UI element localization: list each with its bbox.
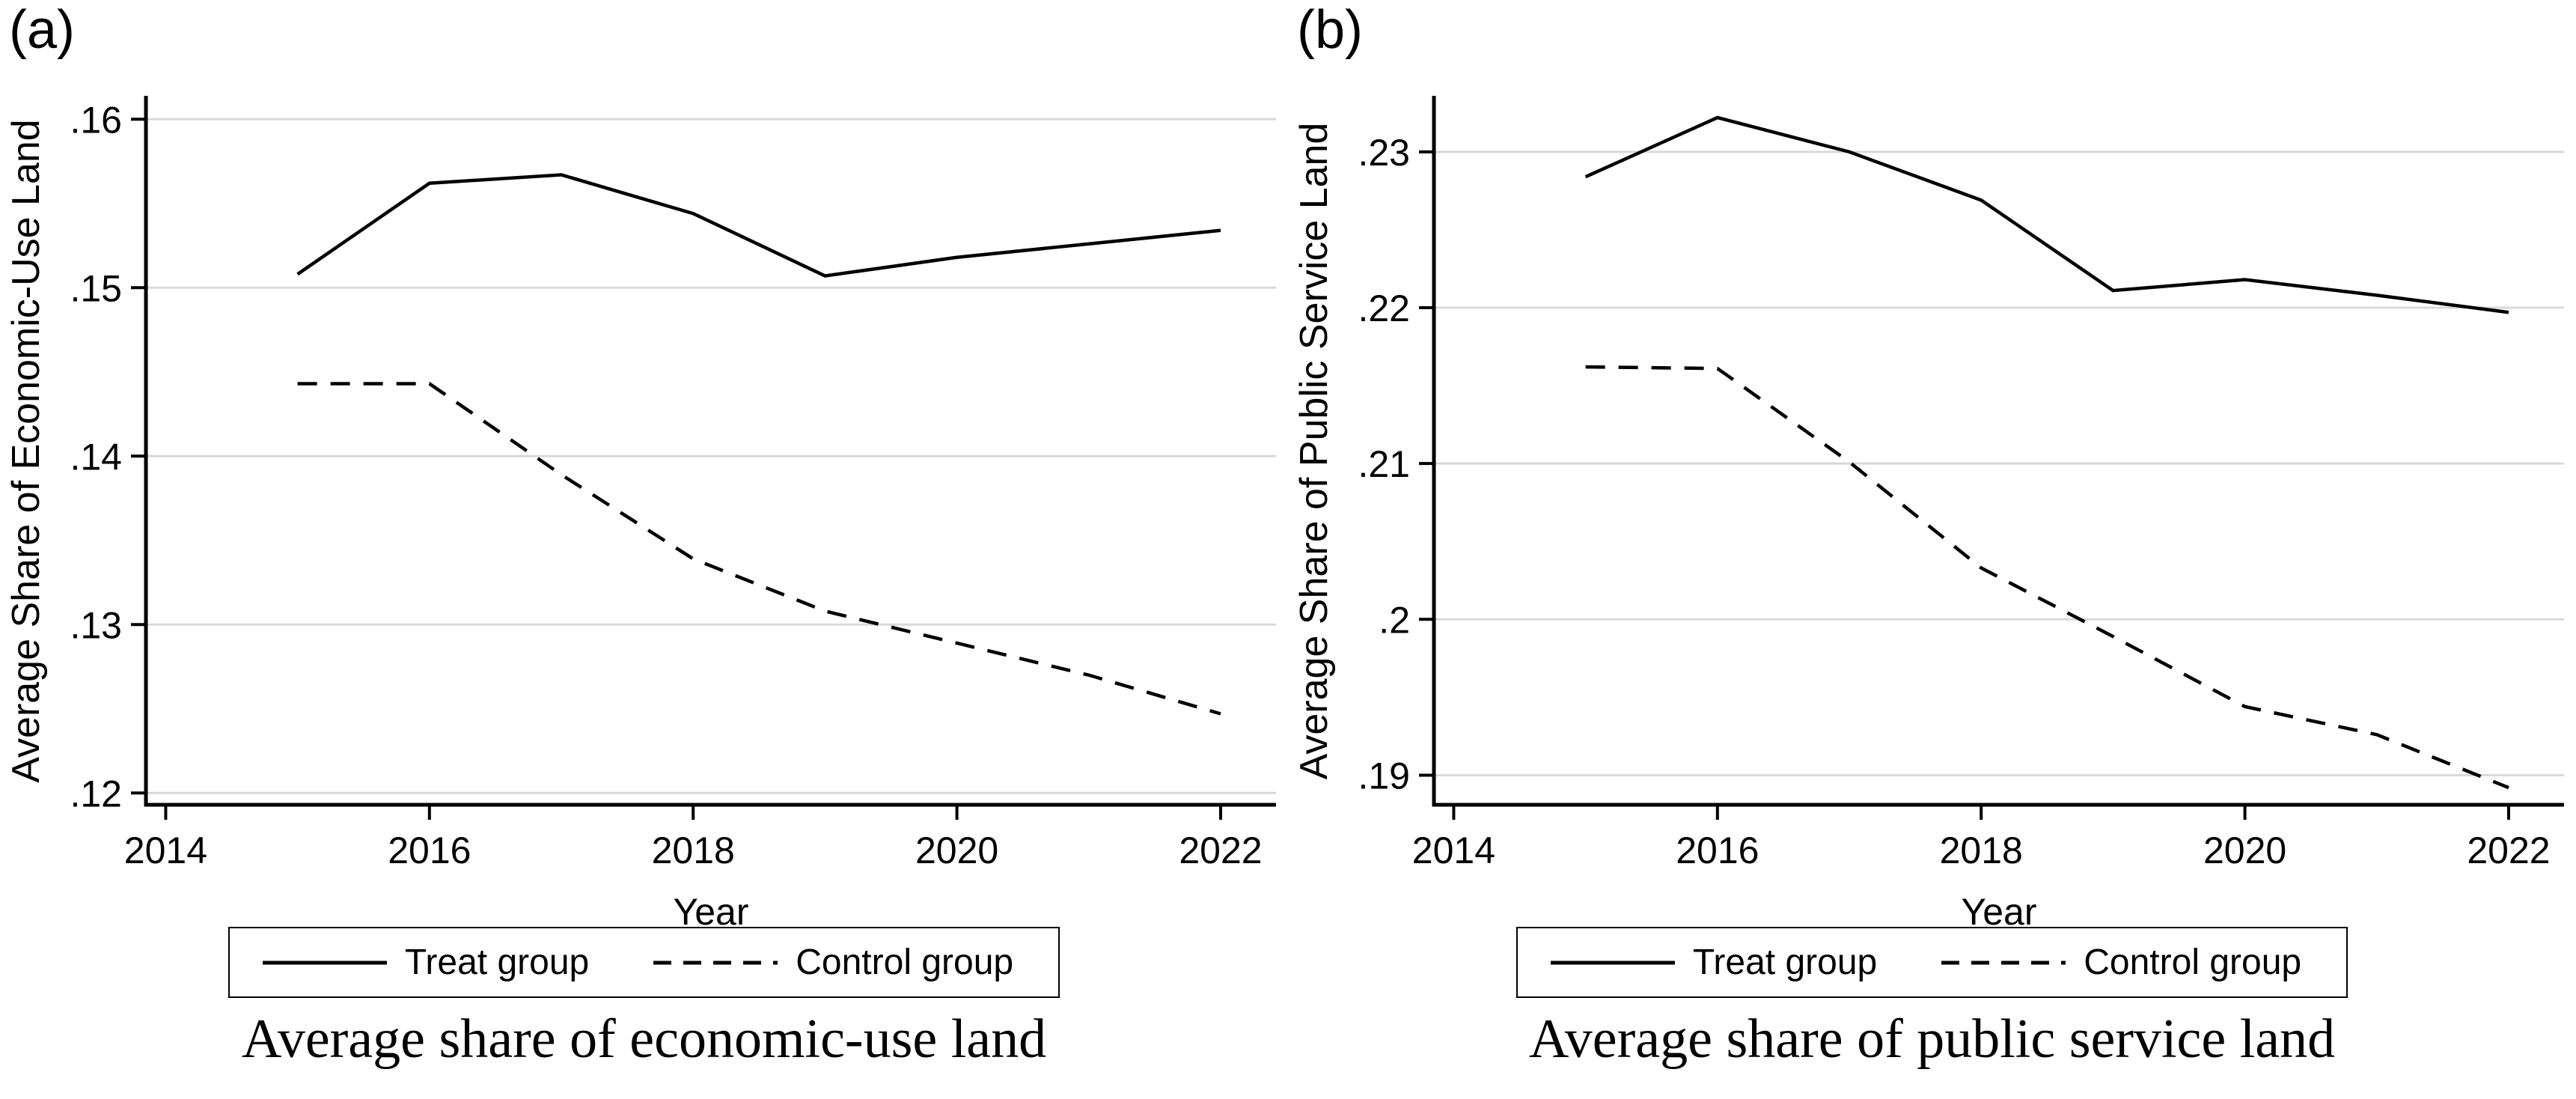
panel-a: .12 .13 .14 .15 .16 2014 2016 2018 2020 2022 Year A… — [0, 0, 1288, 1070]
legend-box: Treat group Control group — [1516, 927, 2348, 998]
x-tick-label: 2018 — [1940, 829, 2023, 871]
legend-a: Treat group Control group — [0, 927, 1288, 998]
y-tick-label: .21 — [1358, 443, 1410, 485]
x-tick-label: 2022 — [2467, 829, 2550, 871]
y-axis-title: Average Share of Public Service Land — [1292, 123, 1336, 780]
dashed-line-sample-icon — [1941, 961, 2066, 964]
y-tick-label: .14 — [70, 436, 122, 478]
x-tick-label: 2016 — [388, 829, 471, 871]
panel-a-caption: Average share of economic-use land — [241, 1008, 1047, 1070]
x-tick-label: 2022 — [1179, 829, 1262, 871]
solid-line-sample-icon — [1550, 961, 1675, 964]
x-axis-title: Year — [1961, 891, 2036, 933]
y-tick-label: .22 — [1358, 287, 1410, 329]
x-axis-title: Year — [673, 891, 748, 933]
legend-label: Control group — [2084, 943, 2302, 982]
control-group-line — [297, 382, 1221, 716]
legend-box: Treat group Control group — [228, 927, 1060, 998]
y-tick-label: .2 — [1379, 599, 1410, 641]
treat-group-line — [1584, 115, 2509, 314]
legend-item-treat-group: Treat group — [1549, 942, 1877, 983]
line-chart-b: .19 .2 .21 .22 .23 2014 2016 2018 2020 2022 Year Av… — [1292, 96, 2564, 933]
y-tick-label: .13 — [70, 604, 122, 646]
legend-item-control-group: Control group — [1940, 942, 2301, 983]
line-chart-a: .12 .13 .14 .15 .16 2014 2016 2018 2020 2022 Year A… — [4, 96, 1276, 933]
panel-b-caption: Average share of public service land — [1528, 1008, 2336, 1070]
y-tick-label: .16 — [70, 99, 122, 141]
x-tick-label: 2016 — [1676, 829, 1759, 871]
x-tick-label: 2020 — [2203, 829, 2286, 871]
y-axis-title: Average Share of Economic-Use Land — [4, 119, 48, 782]
y-tick-label: .12 — [70, 773, 122, 815]
y-tick-label: .23 — [1358, 132, 1410, 174]
x-tick-label: 2014 — [1412, 829, 1495, 871]
panel-b: .19 .2 .21 .22 .23 2014 2016 2018 2020 2022 Year Av… — [1288, 0, 2576, 1099]
x-tick-label: 2014 — [124, 829, 207, 871]
dashed-line-sample-icon — [653, 961, 778, 964]
control-group-line — [1585, 365, 2509, 790]
treat-group-line — [296, 173, 1221, 278]
panel-b-label: (b) — [1297, 0, 1363, 60]
legend-label: Treat group — [404, 943, 590, 982]
legend-label: Control group — [796, 943, 1014, 982]
x-tick-label: 2018 — [652, 829, 735, 871]
solid-line-sample-icon — [262, 961, 387, 964]
legend-item-treat-group: Treat group — [261, 942, 589, 983]
y-tick-label: .19 — [1358, 755, 1410, 797]
x-tick-label: 2020 — [915, 829, 998, 871]
panel-a-label: (a) — [9, 0, 75, 60]
legend-b: Treat group Control group — [1288, 927, 2576, 998]
y-tick-label: .15 — [70, 267, 122, 309]
legend-label: Treat group — [1692, 943, 1878, 982]
legend-item-control-group: Control group — [652, 942, 1013, 983]
